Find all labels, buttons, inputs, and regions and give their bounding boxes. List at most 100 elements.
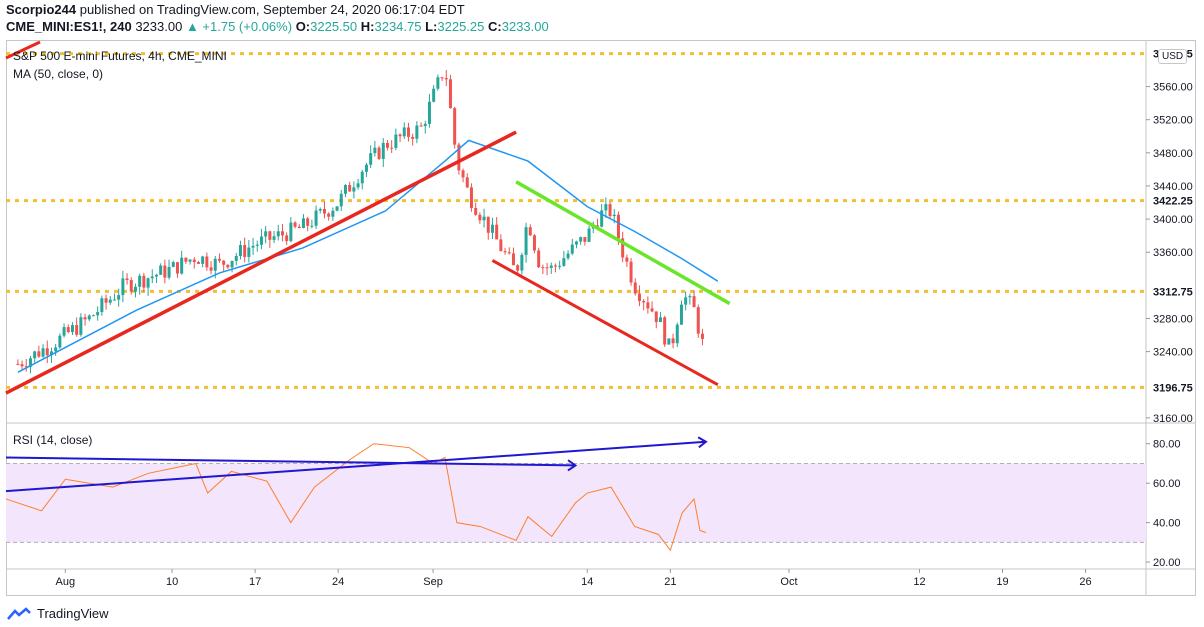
candle-body	[20, 364, 24, 367]
candle-body	[511, 253, 515, 266]
candle-body	[91, 315, 95, 317]
candle-body	[171, 262, 175, 267]
candle-body	[621, 238, 625, 258]
close-value: 3233.00	[501, 19, 549, 34]
candle-body	[276, 231, 280, 237]
candle-body	[352, 187, 356, 192]
candle-body	[583, 237, 587, 242]
candle-body	[427, 101, 431, 124]
candle-body	[390, 147, 394, 149]
candle-body	[100, 298, 104, 313]
candle-body	[306, 218, 310, 226]
candle-body	[117, 295, 121, 300]
price-tick-label-8: 3160.00	[1153, 413, 1193, 425]
candle-body	[436, 77, 440, 89]
candle-body	[167, 266, 171, 278]
price-tick-label-3: 3440.00	[1153, 181, 1193, 193]
candle-body	[377, 147, 381, 159]
rsi-line	[5, 443, 707, 552]
candle-body	[331, 210, 335, 217]
candle-body	[675, 324, 679, 344]
candle-body	[692, 296, 696, 308]
candle-body	[700, 333, 704, 339]
candle-body	[667, 338, 671, 345]
low-value: 3225.25	[437, 19, 485, 34]
candle-body	[222, 260, 226, 265]
candle-body	[696, 307, 700, 334]
candle-body	[398, 134, 402, 137]
time-tick-label-1: 10	[166, 576, 178, 588]
candle-body	[272, 236, 276, 240]
candle-body	[289, 222, 293, 242]
candle-body	[679, 304, 683, 325]
candle-body	[423, 123, 427, 127]
high-label: H:	[360, 19, 375, 34]
candle-body	[226, 264, 230, 268]
candle-body	[503, 251, 507, 253]
candle-body	[356, 183, 360, 188]
time-tick-label-10: 26	[1079, 576, 1091, 588]
candle-body	[268, 231, 272, 240]
candle-body	[537, 250, 541, 268]
candle-body	[180, 257, 184, 274]
candle-body	[595, 225, 599, 227]
candle-body	[24, 366, 28, 368]
candle-body	[394, 134, 398, 148]
candle-body	[41, 348, 45, 357]
candle-body	[37, 351, 41, 357]
candle-body	[238, 245, 242, 257]
rsi-tick-label-1: 60.00	[1153, 478, 1181, 490]
corner-red-line	[5, 40, 41, 60]
candle-body	[33, 351, 37, 359]
candle-body	[234, 256, 238, 261]
level-badge-bg	[1147, 379, 1195, 396]
time-tick-label-6: 21	[664, 576, 676, 588]
candle-body	[247, 247, 251, 257]
candle-body	[528, 227, 532, 236]
candle-body	[650, 308, 654, 312]
candle-body	[327, 213, 331, 217]
candle-body	[541, 267, 545, 269]
open-value: 3225.50	[310, 19, 358, 34]
candle-body	[251, 245, 255, 248]
candle-body	[293, 222, 297, 227]
candle-body	[297, 226, 301, 229]
candle-body	[553, 265, 557, 267]
candle-body	[150, 276, 154, 279]
tradingview-logo-icon	[7, 606, 31, 620]
candle-body	[495, 224, 499, 240]
candle-body	[217, 258, 221, 261]
candle-body	[133, 286, 137, 292]
price-tick-label-2: 3480.00	[1153, 148, 1193, 160]
candle-body	[154, 274, 158, 277]
candle-body	[453, 108, 457, 145]
candle-body	[608, 204, 612, 217]
time-tick-label-9: 19	[996, 576, 1008, 588]
candle-body	[562, 258, 566, 266]
candle-body	[125, 278, 129, 280]
ma-line	[17, 139, 719, 373]
candle-body	[411, 136, 415, 139]
candle-body	[285, 235, 289, 242]
high-value: 3234.75	[374, 19, 422, 34]
currency-badge[interactable]: USD	[1158, 49, 1188, 64]
candle-body	[440, 77, 444, 79]
candle-body	[70, 325, 74, 333]
candle-body	[524, 227, 528, 255]
candle-body	[654, 311, 658, 323]
candle-body	[684, 297, 688, 305]
level-badge-bg	[1147, 192, 1195, 209]
candle-body	[369, 153, 373, 165]
rsi-trend-arrowhead-1	[697, 436, 708, 449]
price-tick-label-7: 3240.00	[1153, 347, 1193, 359]
candle-body	[448, 79, 452, 109]
candle-body	[406, 127, 410, 137]
candle-body	[28, 358, 32, 367]
chart-title: S&P 500 E-mini Futures, 4h, CME_MINI	[13, 49, 227, 63]
candle-body	[637, 293, 641, 301]
candle-body	[192, 259, 196, 263]
candle-body	[213, 258, 217, 271]
candle-body	[465, 177, 469, 188]
candle-body	[62, 327, 66, 336]
